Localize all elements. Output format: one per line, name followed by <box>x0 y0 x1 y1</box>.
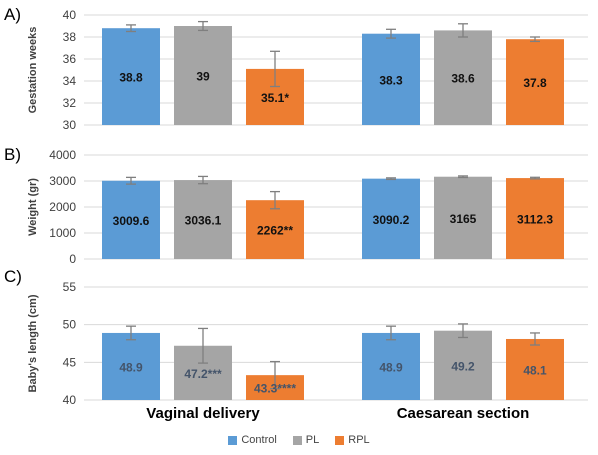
x-category-label: Caesarean section <box>397 405 530 422</box>
bar-pl <box>174 180 232 259</box>
data-label: 37.8 <box>523 76 547 90</box>
bar-pl <box>434 176 492 259</box>
data-label: 49.2 <box>451 359 475 373</box>
y-tick-label: 45 <box>63 355 77 369</box>
y-tick-label: 2000 <box>49 200 76 214</box>
bar-pl <box>174 26 232 125</box>
y-tick-label: 4000 <box>49 148 76 162</box>
y-tick-label: 34 <box>63 74 77 88</box>
data-label: 2262** <box>257 224 293 238</box>
data-label: 47.2*** <box>184 367 222 381</box>
bar-rpl <box>506 39 564 126</box>
bar-pl <box>434 330 492 400</box>
panel-label: A) <box>4 5 21 24</box>
panel-label: C) <box>4 267 22 286</box>
bar-control <box>102 332 160 400</box>
y-tick-label: 32 <box>63 96 77 110</box>
y-tick-label: 40 <box>63 393 77 407</box>
y-tick-label: 55 <box>63 280 77 294</box>
y-tick-label: 50 <box>63 318 77 332</box>
y-tick-label: 36 <box>63 52 77 66</box>
legend-item-control: Control <box>228 434 277 446</box>
bar-control <box>362 332 420 400</box>
y-axis-label: Weight (gr) <box>27 178 39 236</box>
legend-swatch-control <box>228 435 238 445</box>
bar-rpl <box>506 338 564 400</box>
x-category-label: Vaginal delivery <box>146 405 260 422</box>
bar-control <box>362 178 420 259</box>
data-label: 38.6 <box>451 72 475 86</box>
legend-swatch-pl <box>292 435 302 445</box>
y-tick-label: 0 <box>69 252 76 266</box>
legend-label-pl: PL <box>305 434 320 446</box>
chart-svg: A) 30 32 34 36 38 40 Gestation weeks 38.8 38.3 39 3… <box>4 5 588 422</box>
bar-rpl <box>506 178 564 259</box>
data-label: 38.3 <box>379 73 403 87</box>
bar-control <box>102 28 160 126</box>
data-label: 35.1* <box>261 91 289 105</box>
data-label: 48.9 <box>379 360 403 374</box>
y-tick-label: 1000 <box>49 226 76 240</box>
panel-label: B) <box>4 145 21 164</box>
data-label: 3009.6 <box>113 214 150 228</box>
data-label: 39 <box>196 70 210 84</box>
bar-control <box>362 33 420 126</box>
y-tick-label: 40 <box>63 8 77 22</box>
legend-label-control: Control <box>241 434 277 446</box>
data-label: 38.8 <box>119 71 143 85</box>
legend: Control PL RPL <box>0 434 598 446</box>
data-label: 48.9 <box>119 360 143 374</box>
legend-label-rpl: RPL <box>348 434 370 446</box>
data-label: 3090.2 <box>373 213 410 227</box>
legend-item-pl: PL <box>292 434 320 446</box>
bar-rpl <box>246 200 304 259</box>
legend-swatch-rpl <box>335 435 345 445</box>
y-axis-label: Gestation weeks <box>27 27 39 114</box>
legend-item-rpl: RPL <box>335 434 370 446</box>
data-label: 3036.1 <box>185 214 222 228</box>
y-axis-label: Baby's length (cm) <box>27 294 39 392</box>
data-label: 48.1 <box>523 363 547 377</box>
data-label: 3112.3 <box>517 213 553 227</box>
y-tick-label: 38 <box>63 30 77 44</box>
y-tick-label: 30 <box>63 118 77 132</box>
bar-control <box>102 180 160 259</box>
data-label: 43.3**** <box>254 382 296 396</box>
data-label: 3165 <box>450 212 477 226</box>
y-tick-label: 3000 <box>49 174 76 188</box>
bar-pl <box>434 30 492 125</box>
